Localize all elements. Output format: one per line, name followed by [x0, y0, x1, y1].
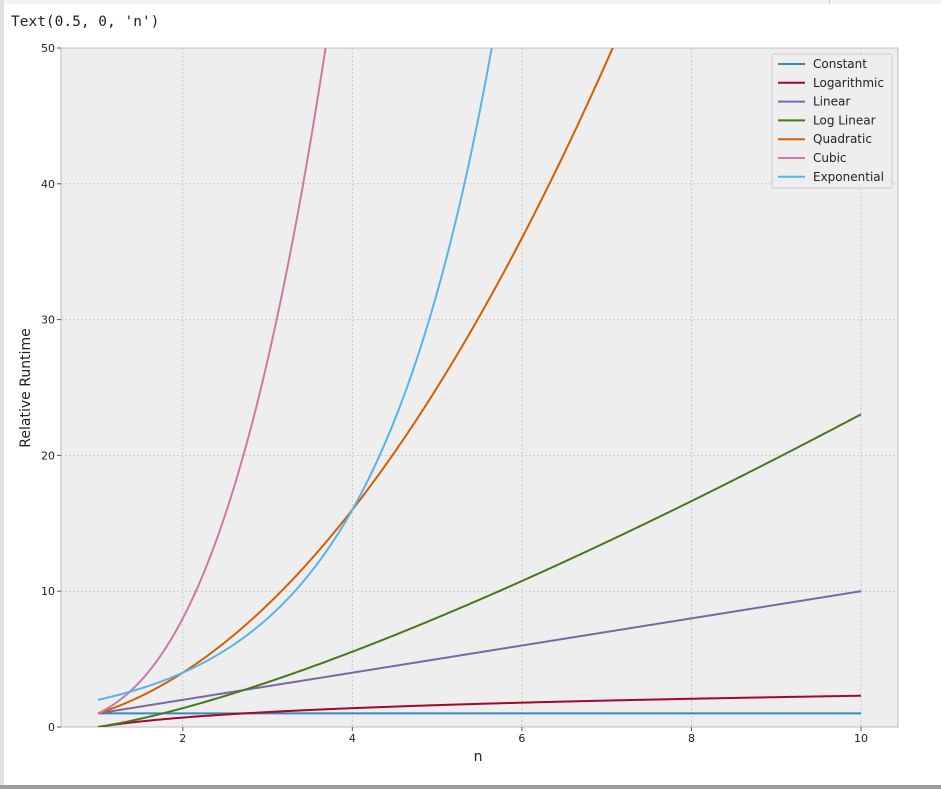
cell-bottom-rule [0, 785, 941, 789]
x-tick-label: 10 [854, 732, 868, 745]
y-tick-label: 40 [41, 178, 55, 191]
x-tick-label: 8 [688, 732, 695, 745]
y-tick-label: 20 [41, 449, 55, 462]
scrollbar-mark [829, 0, 830, 4]
y-tick-label: 30 [41, 314, 55, 327]
legend-box [771, 53, 893, 189]
legend-label: Exponential [813, 170, 884, 184]
x-axis-label: n [474, 749, 483, 765]
legend: Constant Logarithmic Linear Log Linear Quadr… [771, 53, 893, 189]
series-line-quadratic [97, 48, 614, 715]
series-line-logarithmic [97, 694, 862, 727]
y-tick-label: 50 [41, 42, 55, 55]
series-line-log-linear [97, 413, 862, 727]
cell-output-text: Text(0.5, 0, 'n') [11, 14, 160, 30]
plot-area [60, 47, 899, 728]
x-tick-label: 6 [518, 732, 525, 745]
legend-label: Logarithmic [813, 76, 884, 90]
legend-label: Log Linear [813, 113, 876, 127]
series-lines [97, 48, 862, 727]
y-axis-ticks: 0 10 20 30 40 50 [41, 42, 61, 734]
series-line-exponential [97, 48, 493, 701]
legend-label: Linear [813, 95, 850, 109]
y-tick-label: 10 [41, 585, 55, 598]
legend-label: Cubic [813, 151, 847, 165]
x-axis-ticks: 2 4 6 8 10 [179, 727, 868, 745]
y-tick-label: 0 [48, 721, 55, 734]
cell-top-rule [0, 0, 941, 4]
series-line-linear [97, 590, 862, 715]
cell-left-gutter [0, 0, 4, 786]
series-line-cubic [97, 48, 327, 715]
x-tick-label: 4 [349, 732, 356, 745]
legend-label: Quadratic [813, 132, 872, 146]
x-tick-label: 2 [179, 732, 186, 745]
y-axis-label: Relative Runtime [18, 328, 34, 447]
legend-label: Constant [813, 57, 867, 71]
